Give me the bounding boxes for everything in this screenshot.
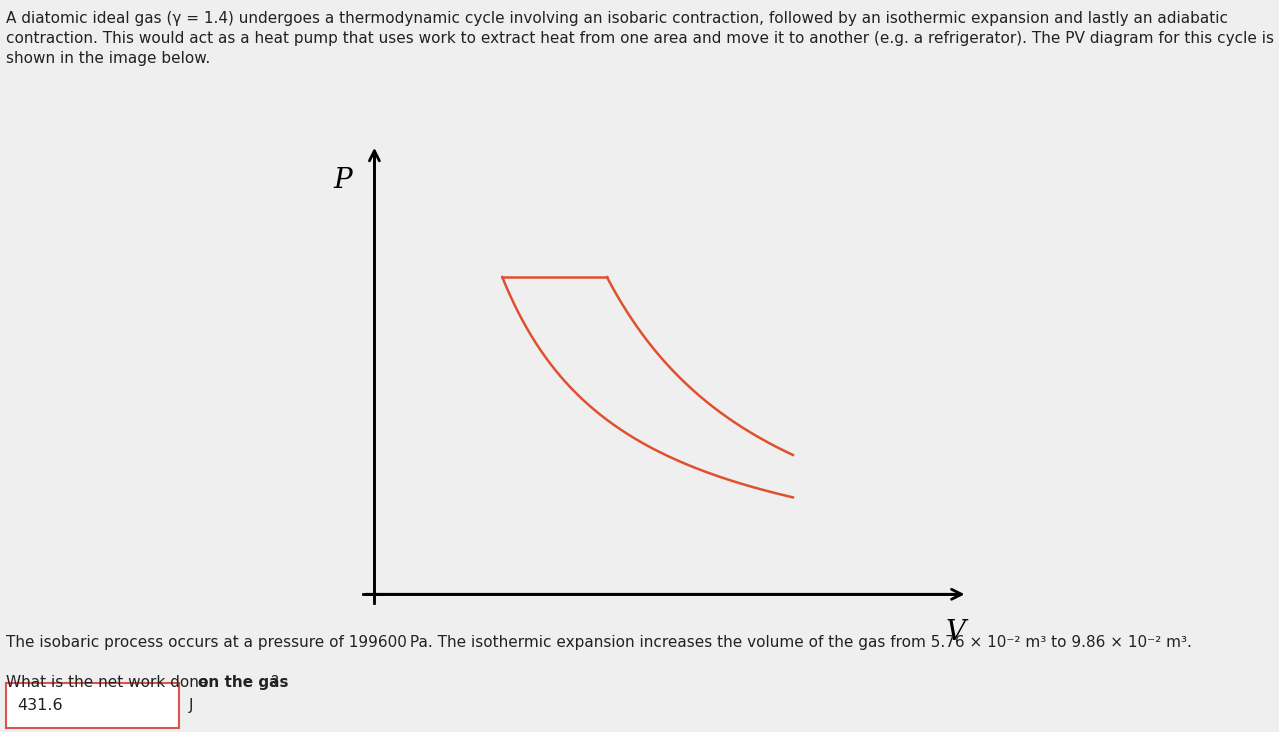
Text: shown in the image below.: shown in the image below.	[6, 51, 211, 65]
Text: J: J	[189, 698, 194, 713]
Text: P: P	[333, 167, 352, 194]
Text: 431.6: 431.6	[17, 698, 63, 713]
Text: A diatomic ideal gas (γ = 1.4) undergoes a thermodynamic cycle involving an isob: A diatomic ideal gas (γ = 1.4) undergoes…	[6, 11, 1228, 26]
Text: ?: ?	[271, 675, 279, 690]
Text: on the gas: on the gas	[197, 675, 288, 690]
Text: V: V	[945, 619, 966, 646]
Text: contraction. This would act as a heat pump that uses work to extract heat from o: contraction. This would act as a heat pu…	[6, 31, 1274, 45]
Text: The isobaric process occurs at a pressure of 199600 Pa. The isothermic expansion: The isobaric process occurs at a pressur…	[6, 635, 1192, 649]
Text: What is the net work done: What is the net work done	[6, 675, 214, 690]
